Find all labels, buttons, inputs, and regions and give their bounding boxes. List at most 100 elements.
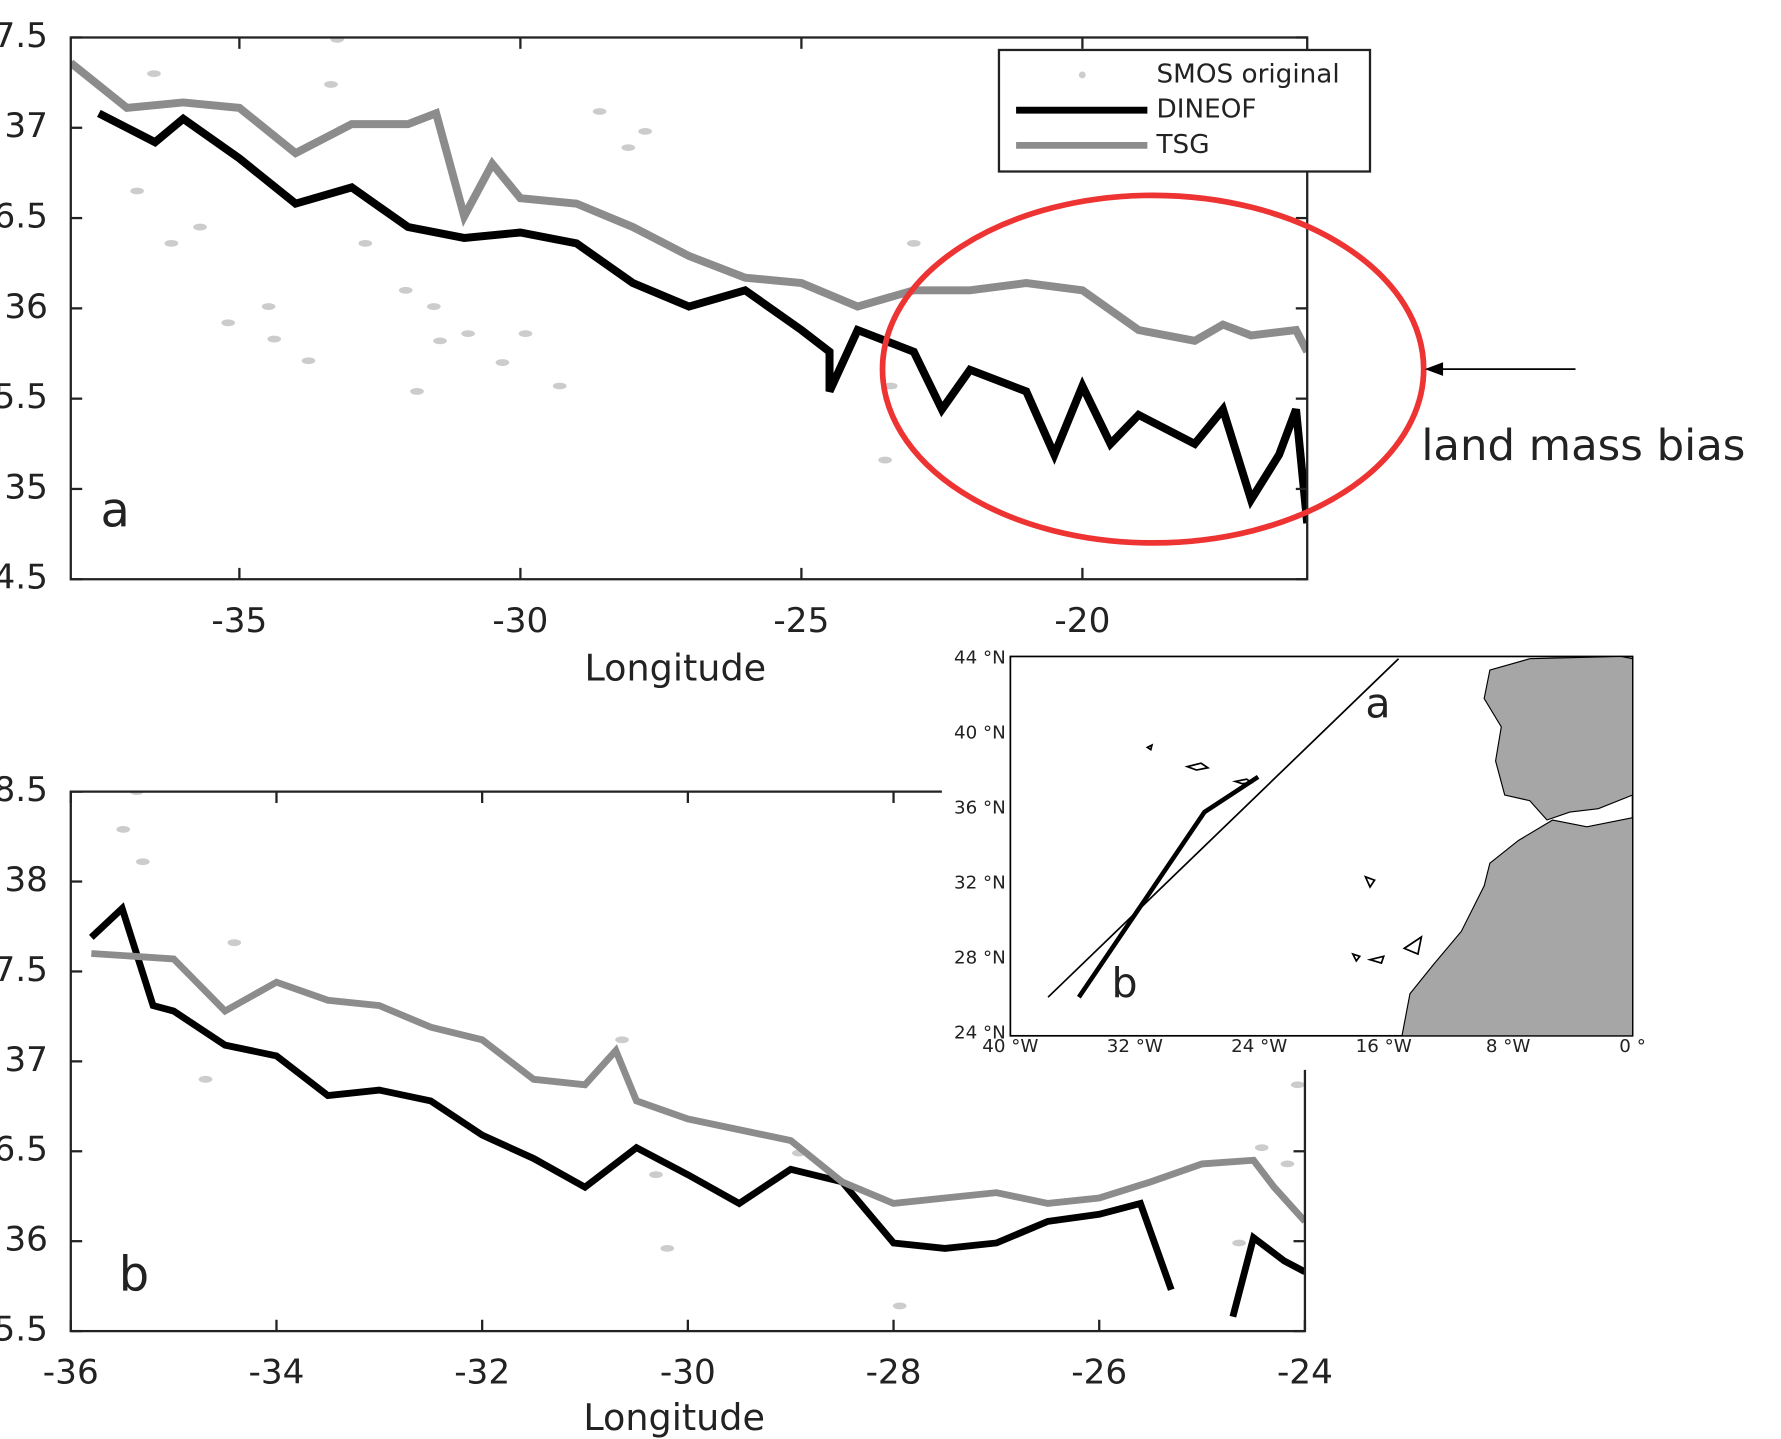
smos-point xyxy=(552,382,567,390)
x-tick-label: -32 xyxy=(454,1353,510,1393)
y-tick-label: 37 xyxy=(4,106,48,146)
y-tick-label: 37.5 xyxy=(0,16,48,56)
smos-point xyxy=(147,70,161,78)
panel-label: a xyxy=(100,483,129,538)
arrow-head xyxy=(1424,362,1444,376)
smos-point xyxy=(878,456,892,464)
series-line xyxy=(97,109,1308,524)
smos-point xyxy=(398,286,413,294)
smos-point xyxy=(883,382,898,390)
highlight-ellipse xyxy=(879,192,1427,546)
series-line xyxy=(70,59,1308,354)
x-tick-label: -25 xyxy=(773,601,829,641)
y-tick-label: 35.5 xyxy=(0,377,48,417)
plot-area xyxy=(88,791,1305,1318)
y-tick-label: 38 xyxy=(4,860,48,900)
smos-point xyxy=(621,144,636,152)
iberia xyxy=(1483,655,1634,821)
panel-label: b xyxy=(119,1248,149,1303)
x-tick-label: -35 xyxy=(211,601,267,641)
smos-point xyxy=(267,335,282,343)
smos-point xyxy=(660,1244,675,1252)
legend-label: DINEOF xyxy=(1157,95,1257,125)
smos-point xyxy=(1232,1239,1246,1247)
track-label: b xyxy=(1112,959,1138,1007)
y-tick-label: 35 xyxy=(4,467,48,507)
smos-point xyxy=(193,223,207,231)
smos-point xyxy=(198,1075,213,1083)
smos-point xyxy=(301,357,316,365)
smos-point xyxy=(461,330,475,338)
y-tick-label: 37.5 xyxy=(0,950,48,990)
smos-point xyxy=(116,825,131,833)
legend-label: SMOS original xyxy=(1157,60,1340,90)
lat-label: 36 °N xyxy=(954,798,1006,819)
y-tick-label: 36 xyxy=(4,1220,48,1260)
y-tick-label: 38.5 xyxy=(0,770,48,810)
plot-area xyxy=(70,37,1308,524)
x-tick-label: -30 xyxy=(492,601,548,641)
smos-point xyxy=(592,108,607,115)
lon-label: 32 °W xyxy=(1107,1036,1163,1057)
lon-label: 16 °W xyxy=(1356,1036,1412,1057)
lat-label: 32 °N xyxy=(954,873,1006,894)
smos-point xyxy=(433,337,447,345)
smos-point xyxy=(227,939,242,947)
smos-point xyxy=(426,303,441,310)
smos-point xyxy=(1280,1160,1295,1168)
lat-label: 28 °N xyxy=(954,948,1006,969)
smos-point xyxy=(130,187,144,195)
annotation-text: land mass bias xyxy=(1421,421,1745,471)
smos-point xyxy=(410,388,424,395)
smos-point xyxy=(324,81,338,88)
smos-point xyxy=(649,1171,663,1179)
legend-swatch xyxy=(1078,71,1086,79)
smos-point xyxy=(518,330,533,338)
y-tick-label: 35.5 xyxy=(0,1310,48,1350)
lon-label: 0 ° xyxy=(1619,1036,1646,1057)
track-label: a xyxy=(1365,680,1390,728)
lat-label: 40 °N xyxy=(954,723,1006,744)
series-line xyxy=(88,902,1305,1318)
y-tick-label: 36.5 xyxy=(0,1130,48,1170)
x-tick-label: -24 xyxy=(1277,1353,1333,1393)
y-tick-label: 36.5 xyxy=(0,197,48,237)
lat-label: 24 °N xyxy=(954,1023,1006,1044)
panel-a: -35 -30 -25 -20 34.5 35 35.5 36 36.5 37 37.5 Longit… xyxy=(0,16,1372,690)
lat-label: 44 °N xyxy=(954,648,1006,669)
x-tick-label: -30 xyxy=(660,1353,716,1393)
inset-map: a b 44 °N 40 °N 36 °N 32 °N 28 °N 24 °N40 °W 3… xyxy=(941,638,1781,1070)
series-line xyxy=(91,950,1305,1224)
lon-label: 24 °W xyxy=(1231,1036,1287,1057)
y-tick-label: 36 xyxy=(4,287,48,327)
smos-point xyxy=(1290,1081,1305,1089)
panel-b: -36 -34 -32 -30 -28 -26 -24 35.5 36 36.5 37 37.5 38 3… xyxy=(0,770,1333,1439)
lon-label: 40 °W xyxy=(982,1036,1038,1057)
smos-point xyxy=(358,239,373,247)
legend-box xyxy=(997,48,1372,173)
smos-point xyxy=(221,319,235,327)
track-b xyxy=(1076,774,1260,999)
smos-point xyxy=(495,359,510,366)
x-tick-label: -20 xyxy=(1054,601,1110,641)
smos-point xyxy=(261,303,276,310)
smos-point xyxy=(1254,1144,1269,1152)
smos-point xyxy=(638,127,653,135)
x-tick-label: -36 xyxy=(43,1353,99,1393)
smos-point xyxy=(906,239,921,247)
smos-point xyxy=(892,1302,907,1310)
bias-annotation: land mass bias xyxy=(879,192,1745,546)
track-a xyxy=(1047,658,1400,998)
x-tick-label: -26 xyxy=(1071,1353,1127,1393)
x-axis-label: Longitude xyxy=(584,647,766,690)
y-tick-label: 34.5 xyxy=(0,558,48,598)
lon-label: 8 °W xyxy=(1486,1036,1531,1057)
smos-point xyxy=(164,239,179,247)
legend-label: TSG xyxy=(1156,130,1210,160)
x-tick-label: -34 xyxy=(249,1353,305,1393)
africa xyxy=(1401,817,1634,1037)
x-tick-label: -28 xyxy=(866,1353,922,1393)
smos-point xyxy=(135,858,150,866)
smos-point xyxy=(615,1036,629,1044)
